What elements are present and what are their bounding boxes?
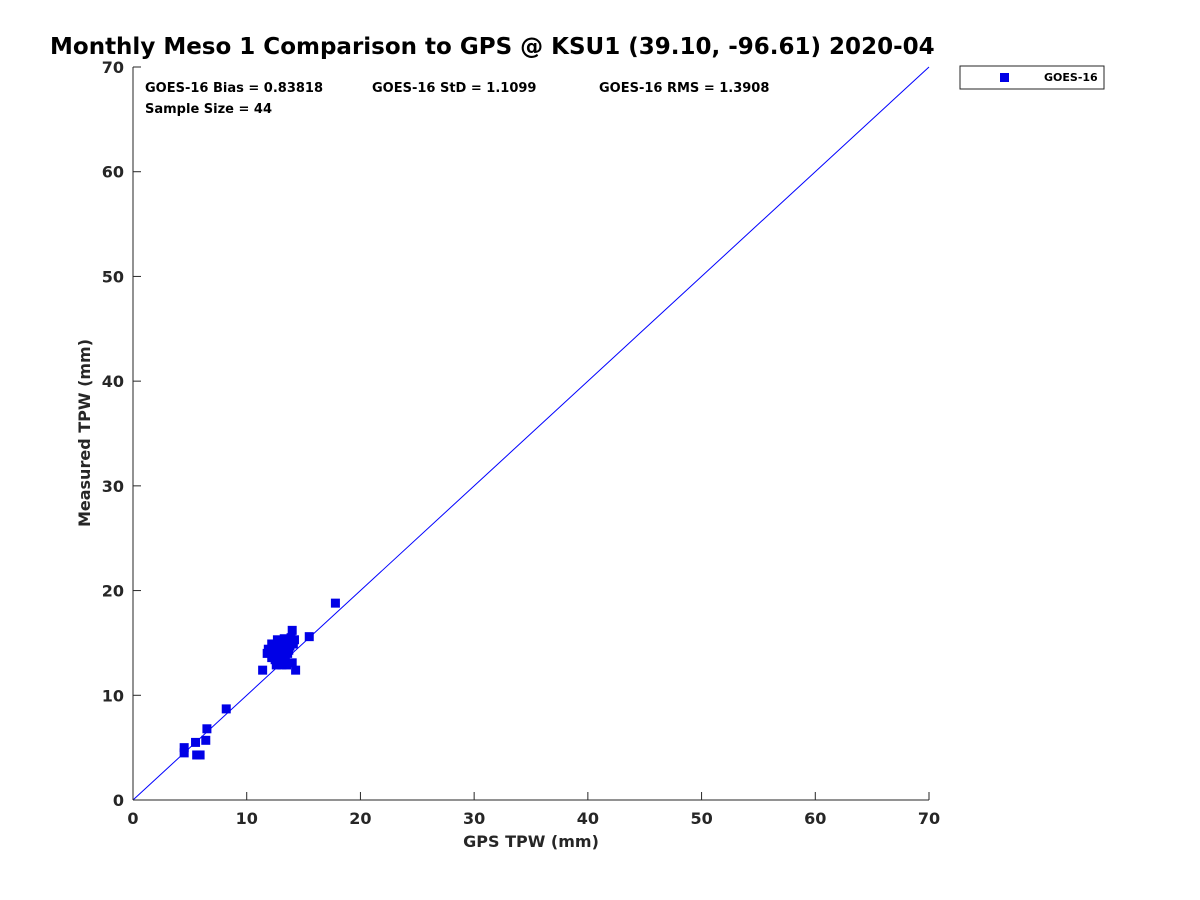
y-axis-label: Measured TPW (mm) bbox=[75, 339, 94, 527]
legend: GOES-16 bbox=[959, 65, 1105, 90]
x-axis-ticks: 0 10 20 30 40 50 60 70 bbox=[127, 792, 940, 828]
sample-size-stat: Sample Size = 44 bbox=[145, 102, 272, 117]
data-point-marker bbox=[282, 660, 292, 670]
data-point-marker bbox=[279, 643, 289, 653]
x-tick-label: 30 bbox=[463, 809, 485, 828]
x-tick-label: 0 bbox=[127, 809, 138, 828]
data-point-marker bbox=[271, 652, 281, 662]
data-point-marker bbox=[258, 665, 268, 675]
x-tick-label: 50 bbox=[690, 809, 712, 828]
data-point-marker bbox=[287, 625, 297, 635]
data-point-marker bbox=[275, 657, 285, 667]
stats-annotation: GOES-16 Bias = 0.83818 GOES-16 StD = 1.1… bbox=[145, 81, 769, 117]
data-point-marker bbox=[286, 633, 296, 643]
y-tick-label: 60 bbox=[102, 163, 124, 182]
data-point-marker bbox=[201, 735, 211, 745]
axes: 0 10 20 30 40 50 60 70 0 10 20 30 40 50 60 70 bbox=[102, 58, 940, 828]
plot-area bbox=[132, 66, 930, 801]
data-point-marker bbox=[179, 748, 189, 758]
data-point-marker bbox=[330, 598, 340, 608]
one-to-one-line bbox=[132, 66, 930, 801]
data-point-marker bbox=[191, 737, 201, 747]
bias-stat: GOES-16 Bias = 0.83818 bbox=[145, 81, 323, 96]
data-point-marker bbox=[263, 644, 273, 654]
data-point-marker bbox=[202, 724, 212, 734]
scatter-markers bbox=[179, 598, 340, 760]
y-tick-label: 30 bbox=[102, 477, 124, 496]
data-point-marker bbox=[291, 665, 301, 675]
data-point-marker bbox=[283, 648, 293, 658]
y-tick-label: 40 bbox=[102, 372, 124, 391]
legend-box bbox=[959, 65, 1105, 90]
y-tick-label: 70 bbox=[102, 58, 124, 77]
data-point-marker bbox=[179, 743, 189, 753]
x-axis-label: GPS TPW (mm) bbox=[463, 832, 599, 851]
data-point-marker bbox=[268, 646, 278, 656]
y-tick-label: 50 bbox=[102, 267, 124, 286]
x-tick-label: 70 bbox=[918, 809, 940, 828]
data-point-marker bbox=[267, 639, 277, 649]
x-tick-label: 60 bbox=[804, 809, 826, 828]
data-point-marker bbox=[221, 704, 231, 714]
y-tick-label: 20 bbox=[102, 582, 124, 601]
std-stat: GOES-16 StD = 1.1099 bbox=[372, 81, 536, 96]
y-axis-ticks: 0 10 20 30 40 50 60 70 bbox=[102, 58, 141, 810]
legend-label: GOES-16 bbox=[1044, 71, 1098, 84]
x-tick-label: 10 bbox=[236, 809, 258, 828]
y-tick-label: 0 bbox=[113, 791, 124, 810]
x-tick-label: 20 bbox=[349, 809, 371, 828]
legend-marker-square bbox=[1000, 73, 1009, 82]
data-point-marker bbox=[304, 632, 314, 642]
rms-stat: GOES-16 RMS = 1.3908 bbox=[599, 81, 769, 96]
data-point-marker bbox=[195, 750, 205, 760]
y-tick-label: 10 bbox=[102, 686, 124, 705]
chart-title: Monthly Meso 1 Comparison to GPS @ KSU1 … bbox=[50, 34, 935, 60]
data-point-marker bbox=[287, 658, 297, 668]
x-tick-label: 40 bbox=[577, 809, 599, 828]
